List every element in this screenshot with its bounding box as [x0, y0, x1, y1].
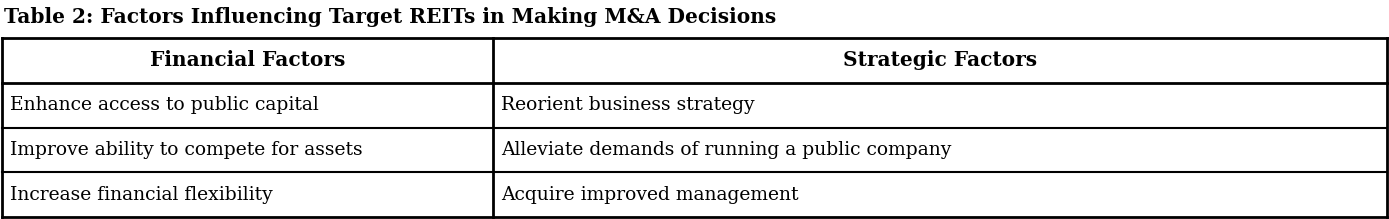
Text: Improve ability to compete for assets: Improve ability to compete for assets [10, 141, 363, 159]
Text: Strategic Factors: Strategic Factors [843, 50, 1038, 70]
Text: Enhance access to public capital: Enhance access to public capital [10, 96, 318, 114]
Text: Increase financial flexibility: Increase financial flexibility [10, 186, 272, 204]
Text: Reorient business strategy: Reorient business strategy [501, 96, 754, 114]
Text: Financial Factors: Financial Factors [150, 50, 346, 70]
Text: Table 2: Factors Influencing Target REITs in Making M&A Decisions: Table 2: Factors Influencing Target REIT… [4, 7, 776, 27]
Text: Alleviate demands of running a public company: Alleviate demands of running a public co… [501, 141, 951, 159]
Text: Acquire improved management: Acquire improved management [501, 186, 799, 204]
